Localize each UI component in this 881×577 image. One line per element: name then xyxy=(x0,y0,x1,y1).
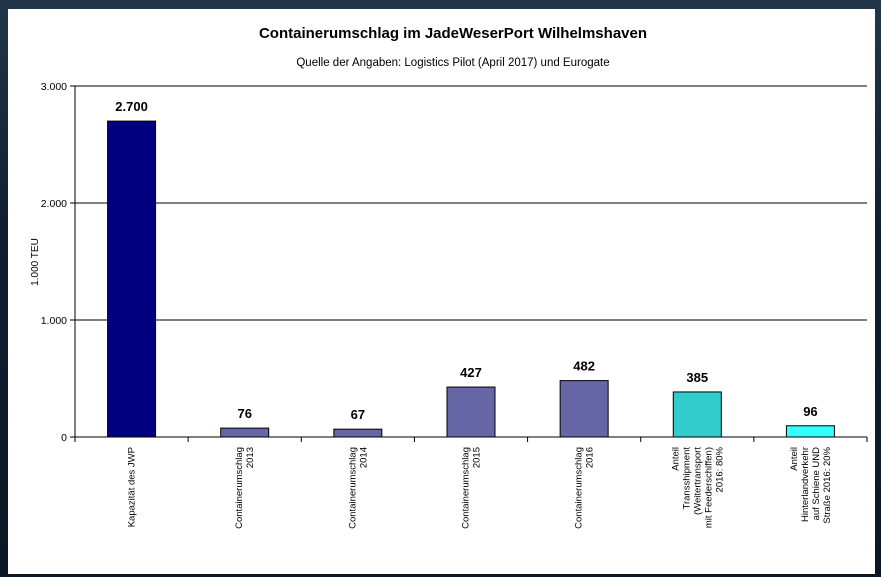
category-label-line: 2016: 80% xyxy=(714,446,725,492)
bar xyxy=(107,120,157,438)
category-label-line: 2014 xyxy=(358,447,369,468)
category-label-line: Containerumschlag xyxy=(461,447,472,529)
data-label: 385 xyxy=(686,370,708,385)
data-label: 2.700 xyxy=(115,99,148,114)
category-label-line: (Weitertransport xyxy=(692,447,703,515)
category-label-line: Hinterlandverkehr xyxy=(800,447,811,522)
category-label: Containerumschlag 2015 xyxy=(461,447,483,529)
category-label-line: 2013 xyxy=(245,447,256,468)
data-label: 96 xyxy=(803,404,817,419)
category-label: Containerumschlag 2014 xyxy=(347,447,369,529)
category-label-line: auf Schiene UND xyxy=(811,447,822,521)
data-label: 76 xyxy=(237,406,251,421)
category-label-line: mit Feederschiffen) xyxy=(703,447,714,528)
category-label-line: 2016 xyxy=(585,447,596,468)
y-axis-label: 1.000 TEU xyxy=(30,238,41,286)
axes xyxy=(70,85,868,442)
bars xyxy=(107,120,835,438)
category-label-line: Containerumschlag xyxy=(574,447,585,529)
bar xyxy=(672,391,722,438)
bar xyxy=(333,428,383,438)
category-labels: Kapazität des JWP Containerumschlag 2013 Co… xyxy=(127,446,833,528)
category-label-line: 2015 xyxy=(472,447,483,468)
category-label-line: Straße 2016: 20% xyxy=(822,446,833,523)
bar xyxy=(559,380,609,438)
category-label: Anteil Hinterlandverkehr auf Schiene UND St… xyxy=(789,446,833,523)
bar xyxy=(785,425,835,438)
y-tick-labels: 0 1.000 2.000 3.000 xyxy=(41,81,67,444)
y-tick-label: 0 xyxy=(61,432,67,444)
value-labels: 2.700 76 67 427 482 385 96 xyxy=(115,99,817,422)
chart-title: Containerumschlag im JadeWeserPort Wilhe… xyxy=(259,25,647,42)
category-label-line: Containerumschlag xyxy=(347,447,358,529)
data-label: 482 xyxy=(573,359,595,374)
bar xyxy=(446,386,496,438)
data-label: 427 xyxy=(460,365,482,380)
data-label: 67 xyxy=(351,407,365,422)
category-label: Containerumschlag 2013 xyxy=(234,447,256,529)
category-label-line: Transshipment xyxy=(681,447,692,510)
category-label-line: Kapazität des JWP xyxy=(127,447,138,527)
category-label-line: Anteil xyxy=(670,447,681,471)
y-tick-label: 3.000 xyxy=(41,81,67,93)
category-label-line: Anteil xyxy=(789,447,800,471)
chart-subtitle: Quelle der Angaben: Logistics Pilot (Apr… xyxy=(296,57,609,69)
category-label: Anteil Transshipment (Weitertransport mit F… xyxy=(670,446,725,528)
category-label-line: Containerumschlag xyxy=(234,447,245,529)
gridlines xyxy=(75,85,867,321)
y-tick-label: 2.000 xyxy=(41,198,67,210)
bar xyxy=(220,427,270,438)
y-tick-label: 1.000 xyxy=(41,315,67,327)
category-label: Kapazität des JWP xyxy=(127,447,138,527)
category-label: Containerumschlag 2016 xyxy=(574,447,596,529)
